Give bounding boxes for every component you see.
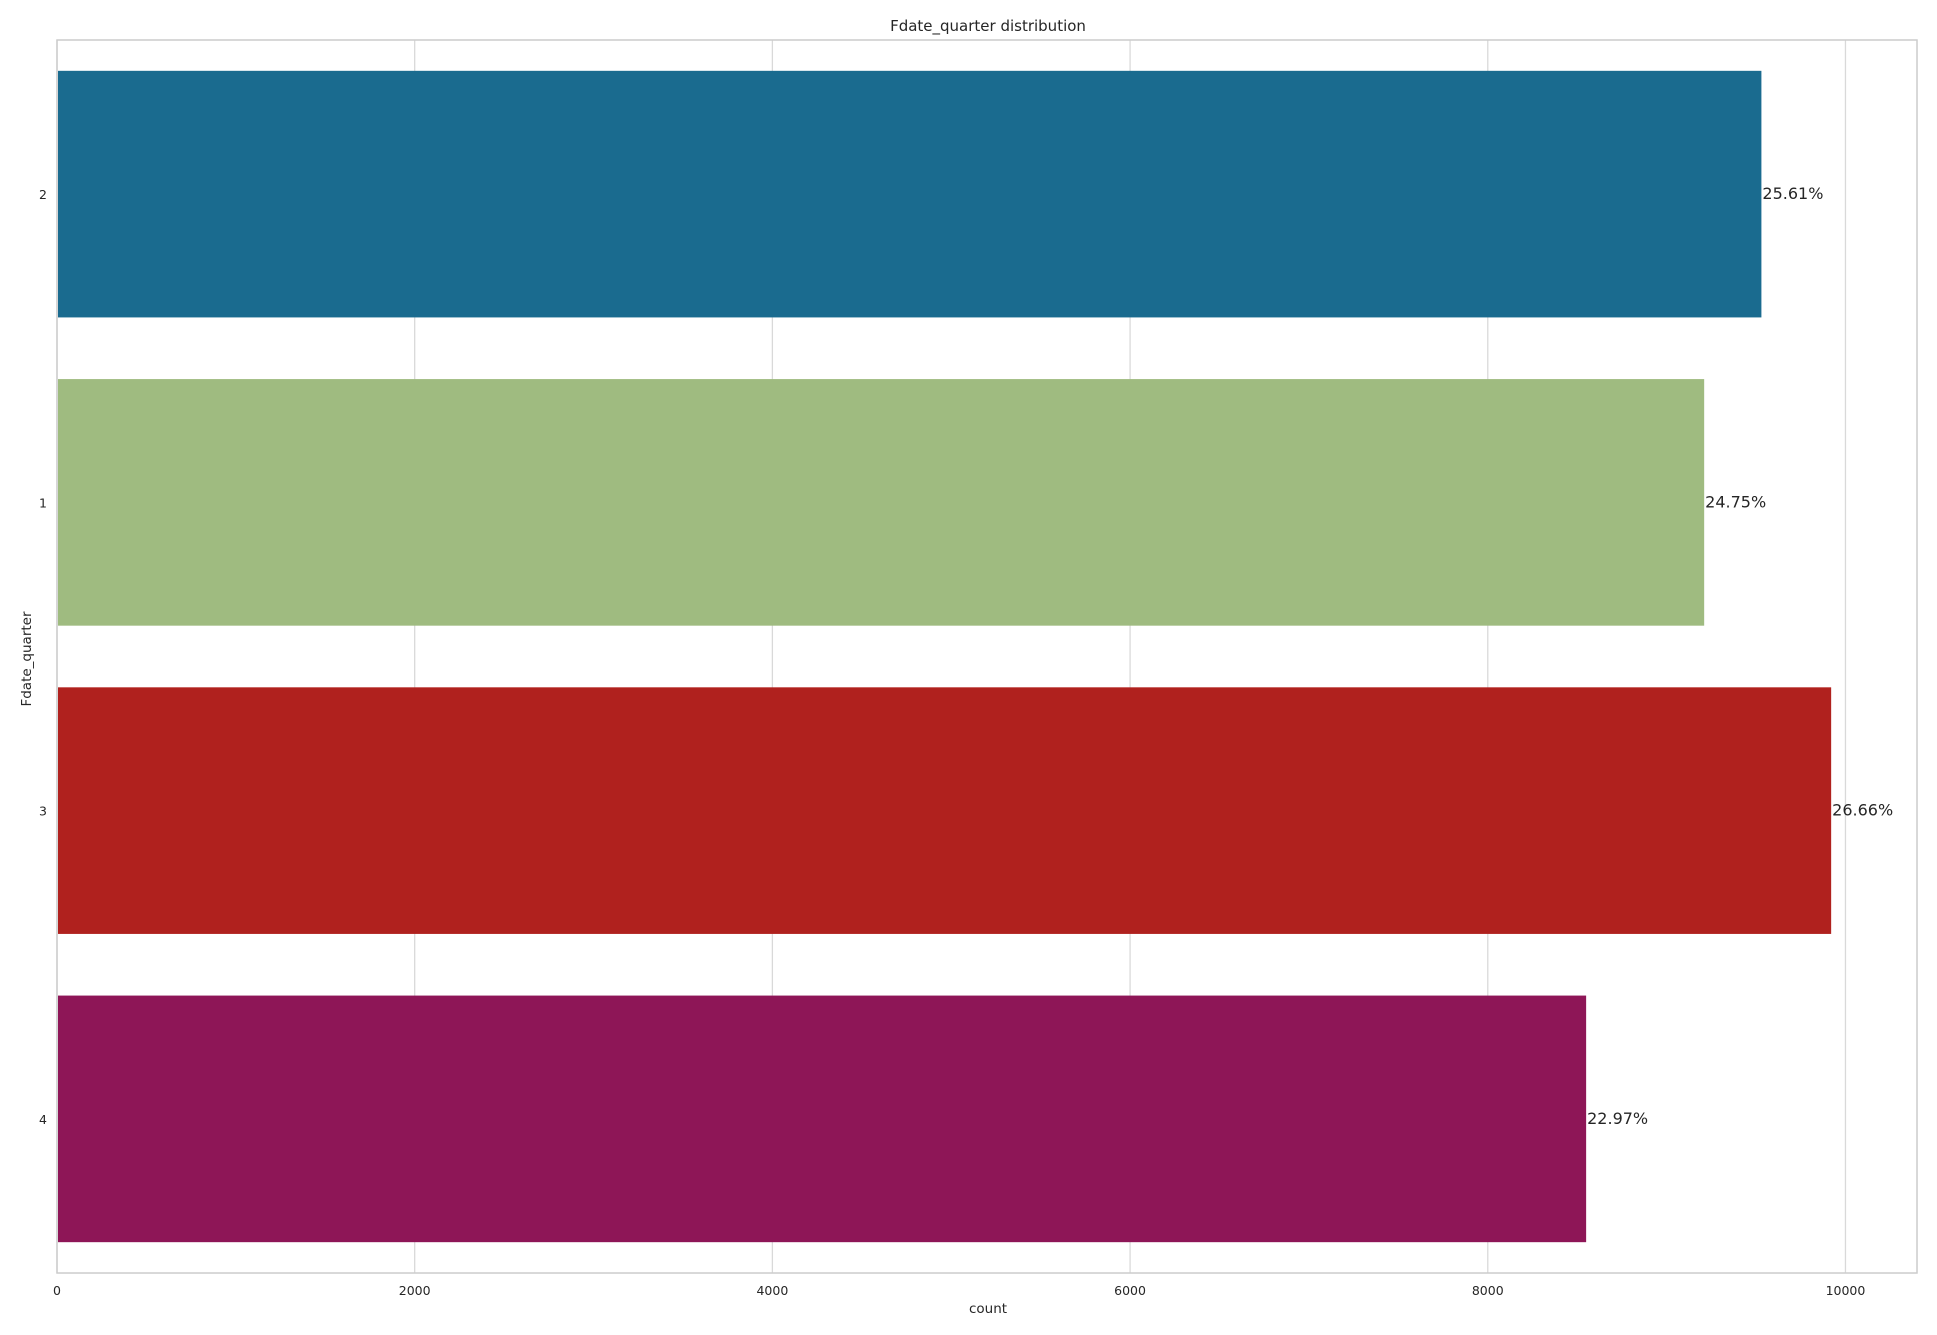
plot-frame [56, 39, 1918, 1274]
x-tick-label: 8000 [1472, 1283, 1504, 1298]
data-label: 24.75% [1705, 492, 1766, 511]
x-tick-label: 6000 [1114, 1283, 1146, 1298]
data-label: 22.97% [1587, 1109, 1648, 1128]
bar-4 [58, 995, 1587, 1243]
y-tick-label: 1 [39, 495, 47, 510]
data-labels: 25.61% 24.75% 26.66% 22.97% [1587, 184, 1893, 1128]
bars [58, 70, 1832, 1243]
y-tick-label: 2 [39, 187, 47, 202]
x-tick-label: 10000 [1826, 1283, 1866, 1298]
chart-title: Fdate_quarter distribution [890, 17, 1086, 36]
data-label: 26.66% [1832, 801, 1893, 820]
x-axis-label: count [969, 1301, 1007, 1317]
x-tick-label: 4000 [756, 1283, 788, 1298]
bar-3 [58, 687, 1832, 934]
bar-1 [58, 379, 1705, 626]
x-tick-labels: 0 2000 4000 6000 8000 10000 [53, 1283, 1865, 1298]
x-tick-label: 0 [53, 1283, 61, 1298]
data-label: 25.61% [1762, 184, 1823, 203]
bar-2 [58, 70, 1762, 318]
y-tick-label: 4 [39, 1112, 47, 1127]
y-tick-label: 3 [39, 804, 47, 819]
x-tick-label: 2000 [399, 1283, 431, 1298]
y-axis-label: Fdate_quarter [19, 611, 35, 707]
y-tick-labels: 2 1 3 4 [39, 187, 47, 1127]
